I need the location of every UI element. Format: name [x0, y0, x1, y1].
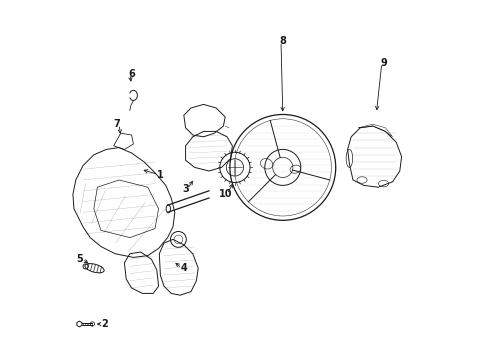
Text: 10: 10 — [219, 189, 232, 199]
Text: 1: 1 — [157, 170, 164, 180]
Text: 6: 6 — [128, 69, 135, 79]
Text: 2: 2 — [101, 319, 108, 329]
Text: 8: 8 — [279, 36, 286, 46]
Text: 7: 7 — [114, 119, 121, 129]
Text: 3: 3 — [182, 184, 189, 194]
Text: 9: 9 — [380, 58, 387, 68]
Text: 5: 5 — [77, 254, 83, 264]
Text: 4: 4 — [180, 263, 187, 273]
